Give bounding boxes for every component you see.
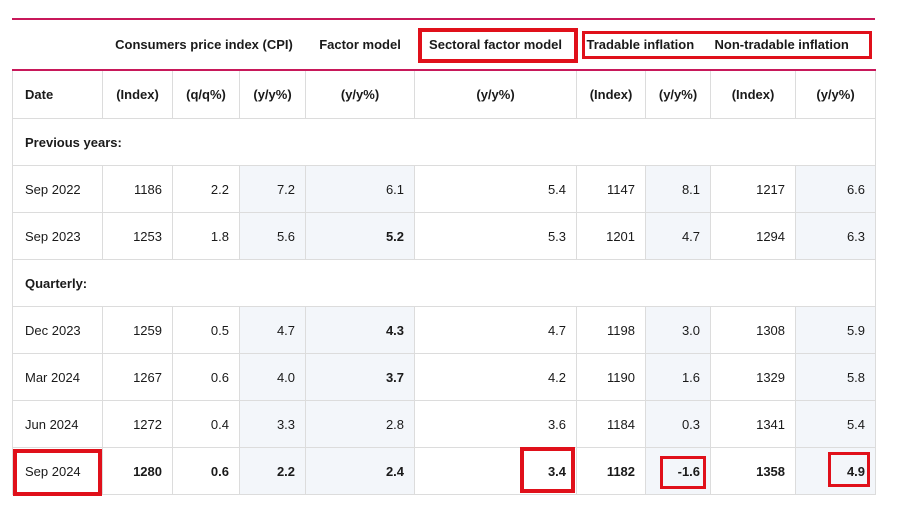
cpi-qq-cell: 0.6 xyxy=(172,447,240,495)
cpi-qq-cell: 1.8 xyxy=(172,212,240,260)
unit-cell: (q/q%) xyxy=(172,69,240,119)
group-header-factor-model: Factor model xyxy=(305,20,415,71)
cpi-index-cell: 1253 xyxy=(102,212,173,260)
group-header-nontradable: Non-tradable inflation xyxy=(710,20,876,71)
nontradable-yy-cell: 5.8 xyxy=(795,353,877,401)
date-cell: Sep 2023 xyxy=(12,212,103,260)
date-cell: Sep 2024 xyxy=(12,447,103,495)
nontradable-index-cell: 1294 xyxy=(710,212,797,260)
group-header-sectoral-factor-model: Sectoral factor model xyxy=(414,20,577,71)
date-cell: Mar 2024 xyxy=(12,353,103,401)
factor-cell: 4.3 xyxy=(305,306,416,354)
tradable-yy-cell: 4.7 xyxy=(645,212,712,260)
cpi-qq-cell: 2.2 xyxy=(172,165,240,213)
nontradable-yy-cell: 5.4 xyxy=(795,400,877,448)
unit-cell: (Index) xyxy=(710,69,797,119)
section-label: Previous years: xyxy=(11,118,877,166)
tradable-index-cell: 1198 xyxy=(576,306,647,354)
tradable-index-cell: 1182 xyxy=(576,447,647,495)
nontradable-yy-cell: 6.3 xyxy=(795,212,877,260)
cpi-yy-cell: 2.2 xyxy=(238,447,307,495)
sectoral-cell: 5.3 xyxy=(414,212,578,260)
sectoral-cell: 5.4 xyxy=(414,165,578,213)
nontradable-yy-cell: 4.9 xyxy=(795,447,877,495)
top-rule xyxy=(12,18,875,20)
tradable-index-cell: 1201 xyxy=(576,212,647,260)
unit-cell: (y/y%) xyxy=(414,69,578,119)
cpi-index-cell: 1259 xyxy=(102,306,173,354)
tradable-yy-cell: -1.6 xyxy=(645,447,712,495)
tradable-yy-cell: 3.0 xyxy=(645,306,712,354)
tradable-yy-cell: 1.6 xyxy=(645,353,712,401)
nontradable-index-cell: 1341 xyxy=(710,400,797,448)
cpi-yy-cell: 3.3 xyxy=(238,400,307,448)
table-row: Sep 2023 1253 1.8 5.6 5.2 5.3 1201 4.7 1… xyxy=(12,212,877,260)
nontradable-index-cell: 1329 xyxy=(710,353,797,401)
units-row: Date (Index) (q/q%) (y/y%) (y/y%) (y/y%)… xyxy=(12,69,877,119)
cpi-index-cell: 1272 xyxy=(102,400,173,448)
nontradable-index-cell: 1358 xyxy=(710,447,797,495)
group-header-row: Consumers price index (CPI) Factor model… xyxy=(12,20,876,71)
cpi-qq-cell: 0.5 xyxy=(172,306,240,354)
nontradable-yy-cell: 6.6 xyxy=(795,165,877,213)
factor-cell: 2.8 xyxy=(305,400,416,448)
sectoral-cell: 3.4 xyxy=(414,447,578,495)
nontradable-index-cell: 1308 xyxy=(710,306,797,354)
date-cell: Jun 2024 xyxy=(12,400,103,448)
tradable-yy-cell: 0.3 xyxy=(645,400,712,448)
cpi-index-cell: 1186 xyxy=(102,165,173,213)
factor-cell: 5.2 xyxy=(305,212,416,260)
table-row: Sep 2022 1186 2.2 7.2 6.1 5.4 1147 8.1 1… xyxy=(12,165,877,213)
group-header-empty xyxy=(12,20,103,71)
section-row-quarterly: Quarterly: xyxy=(11,259,877,307)
cpi-index-cell: 1280 xyxy=(102,447,173,495)
unit-cell: (Index) xyxy=(102,69,173,119)
unit-cell: (Index) xyxy=(576,69,647,119)
section-row-previous: Previous years: xyxy=(11,118,877,166)
sectoral-cell: 4.2 xyxy=(414,353,578,401)
cpi-yy-cell: 7.2 xyxy=(238,165,307,213)
sectoral-cell: 3.6 xyxy=(414,400,578,448)
cpi-qq-cell: 0.6 xyxy=(172,353,240,401)
inflation-table: Consumers price index (CPI) Factor model… xyxy=(11,20,877,495)
date-cell: Sep 2022 xyxy=(12,165,103,213)
unit-cell: Date xyxy=(12,69,103,119)
inflation-table-container: Consumers price index (CPI) Factor model… xyxy=(11,18,877,495)
tradable-index-cell: 1184 xyxy=(576,400,647,448)
unit-cell: (y/y%) xyxy=(238,69,307,119)
factor-cell: 6.1 xyxy=(305,165,416,213)
tradable-index-cell: 1190 xyxy=(576,353,647,401)
nontradable-yy-cell: 5.9 xyxy=(795,306,877,354)
cpi-yy-cell: 4.7 xyxy=(238,306,307,354)
table-row: Jun 2024 1272 0.4 3.3 2.8 3.6 1184 0.3 1… xyxy=(12,400,877,448)
tradable-yy-cell: 8.1 xyxy=(645,165,712,213)
group-header-tradable: Tradable inflation xyxy=(576,20,711,71)
table-row: Dec 2023 1259 0.5 4.7 4.3 4.7 1198 3.0 1… xyxy=(12,306,877,354)
table-row: Mar 2024 1267 0.6 4.0 3.7 4.2 1190 1.6 1… xyxy=(12,353,877,401)
nontradable-index-cell: 1217 xyxy=(710,165,797,213)
cpi-index-cell: 1267 xyxy=(102,353,173,401)
sectoral-cell: 4.7 xyxy=(414,306,578,354)
factor-cell: 2.4 xyxy=(305,447,416,495)
table-row-latest: Sep 2024 1280 0.6 2.2 2.4 3.4 1182 -1.6 … xyxy=(12,447,877,495)
cpi-qq-cell: 0.4 xyxy=(172,400,240,448)
unit-cell: (y/y%) xyxy=(795,69,877,119)
section-label: Quarterly: xyxy=(11,259,877,307)
factor-cell: 3.7 xyxy=(305,353,416,401)
group-header-cpi: Consumers price index (CPI) xyxy=(102,20,306,71)
cpi-yy-cell: 5.6 xyxy=(238,212,307,260)
tradable-index-cell: 1147 xyxy=(576,165,647,213)
unit-cell: (y/y%) xyxy=(305,69,416,119)
cpi-yy-cell: 4.0 xyxy=(238,353,307,401)
date-cell: Dec 2023 xyxy=(12,306,103,354)
unit-cell: (y/y%) xyxy=(645,69,712,119)
